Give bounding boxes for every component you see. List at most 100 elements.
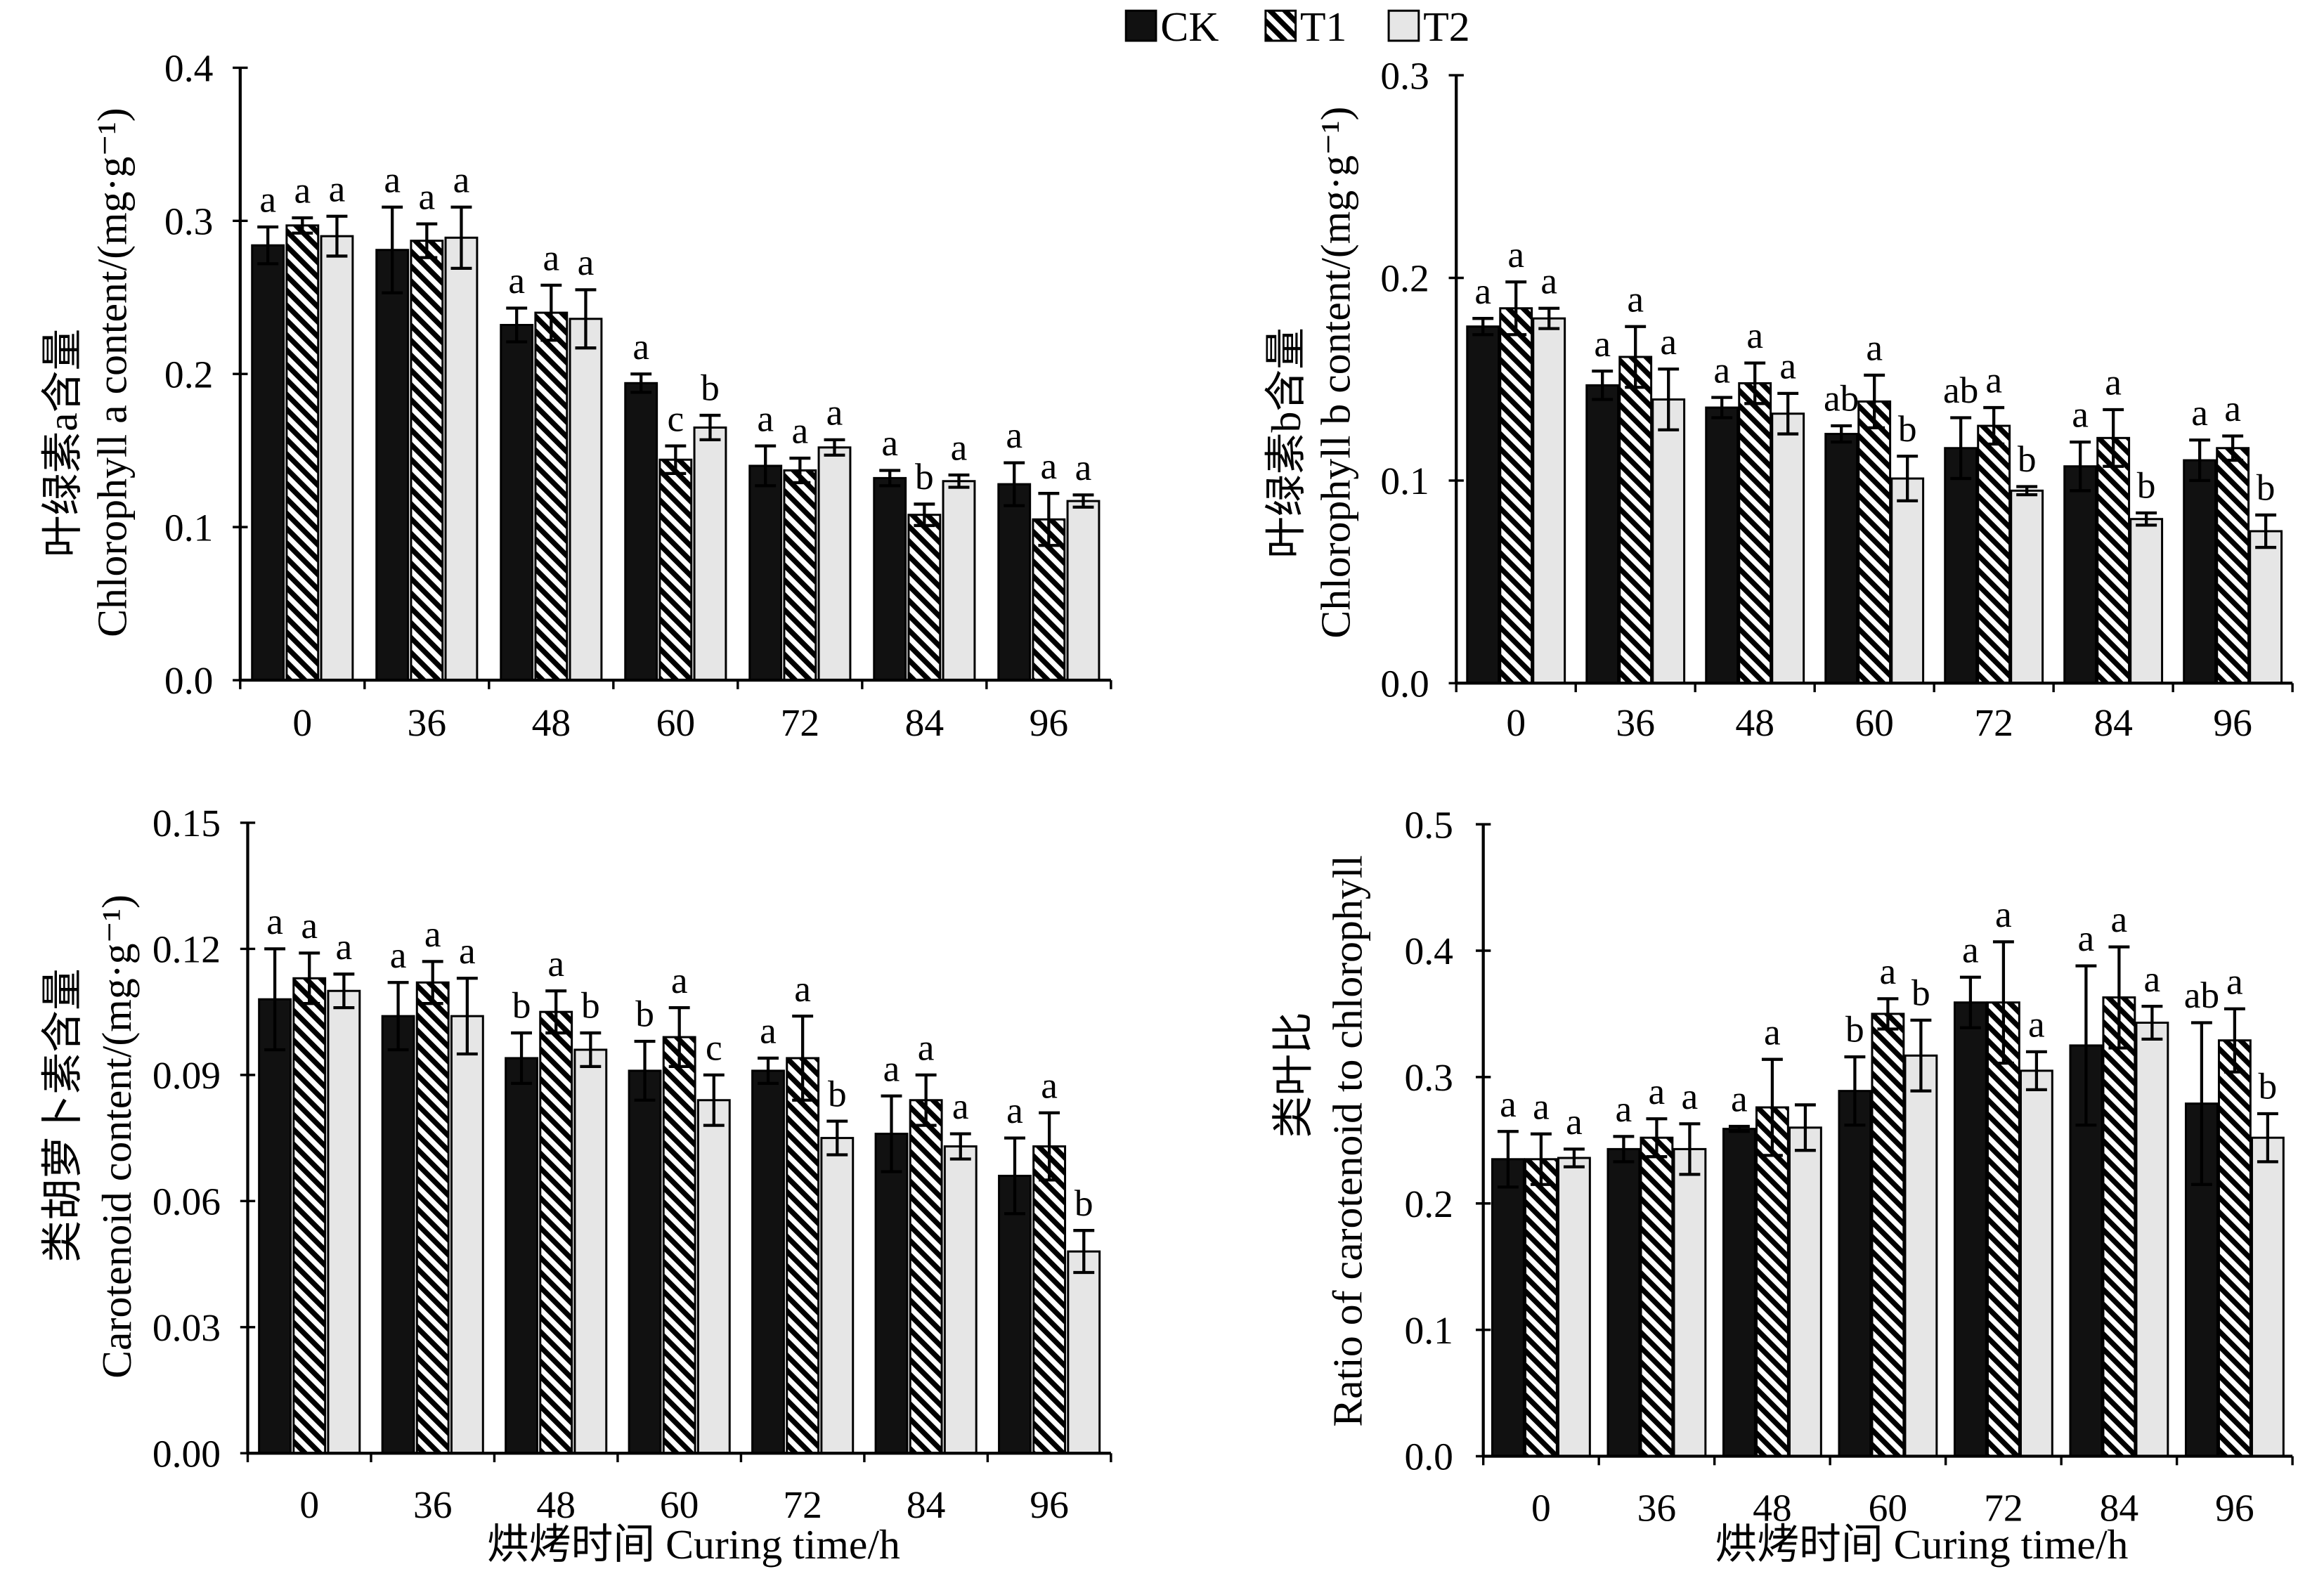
significance-letter-ck: a: [259, 178, 276, 221]
x-tick-label: 84: [2100, 1487, 2139, 1530]
error-bar-t2: [1910, 1018, 1932, 1093]
error-bar-t2: [1679, 1122, 1701, 1176]
bar-t1: [783, 469, 817, 682]
y-tick-label: 0.12: [152, 929, 221, 972]
bar-ck: [873, 476, 907, 682]
y-tick-label: 0.3: [1380, 55, 1429, 98]
significance-letter-ck: a: [266, 900, 283, 942]
significance-letter-t1: a: [1627, 278, 1644, 320]
significance-letter-ck: ab: [1824, 377, 1859, 419]
significance-letter-ck: a: [1713, 349, 1730, 391]
x-tick-label: 96: [2215, 1487, 2254, 1530]
bar-t1: [1755, 1106, 1789, 1457]
bar-t2: [444, 236, 479, 682]
significance-letter-t1: a: [2224, 387, 2241, 429]
bar-ck: [1585, 384, 1620, 684]
bar-t2: [1673, 1147, 1707, 1457]
error-bar-t1: [1744, 361, 1766, 405]
bar-t1: [1986, 1001, 2020, 1457]
y-tick-label: 0.4: [164, 48, 213, 91]
x-tick-label: 84: [2093, 702, 2133, 745]
x-tick-label: 96: [1030, 702, 1069, 745]
bar-ck: [1466, 325, 1500, 684]
error-bar-ck: [758, 1056, 779, 1085]
error-bar-t2: [2136, 511, 2157, 527]
significance-letter-t1: a: [1764, 1010, 1781, 1053]
significance-letter-t2: b: [1075, 1182, 1093, 1224]
error-bar-t2: [824, 438, 845, 457]
y-tick-label: 0.4: [1405, 930, 1453, 973]
significance-letter-t2: b: [2257, 467, 2276, 509]
legend-label-t1: T1: [1300, 4, 1346, 50]
x-tick-label: 36: [413, 1484, 453, 1527]
y-axis-title-zh: 类叶比: [1271, 1012, 1317, 1138]
significance-letter-t2: b: [581, 984, 600, 1027]
significance-letter-t2: a: [578, 241, 595, 283]
error-bar-t2: [1073, 1229, 1095, 1275]
significance-letter-t2: b: [2137, 464, 2156, 507]
significance-letter-t1: a: [794, 968, 811, 1010]
significance-letter-ck: a: [1474, 270, 1491, 312]
y-axis-title-zh: 类胡萝卜素含量: [39, 968, 86, 1263]
x-tick-label: 48: [1753, 1487, 1792, 1530]
error-bar-t2: [2257, 1112, 2278, 1164]
bar-t1: [539, 1010, 573, 1454]
bar-t1: [415, 981, 450, 1454]
error-bar-t1: [292, 216, 313, 235]
error-bar-ck: [506, 306, 528, 344]
error-bar-ck: [1844, 1055, 1866, 1127]
y-tick-label: 0.0: [1405, 1436, 1453, 1479]
error-bar-t2: [703, 1073, 725, 1127]
error-bar-ck: [1950, 416, 1972, 481]
x-tick-label: 48: [1735, 702, 1774, 745]
x-tick-label: 72: [1984, 1487, 2023, 1530]
bar-t2: [1651, 398, 1686, 684]
x-tick-label: 96: [2213, 702, 2252, 745]
error-bar-t1: [540, 283, 562, 342]
y-axis-title: Chlorophyll b content/(mg·g⁻¹): [1313, 107, 1359, 639]
bar-t1: [658, 458, 693, 682]
error-bar-t1: [416, 222, 438, 259]
bar-t2: [820, 1137, 855, 1454]
error-bar-t2: [1563, 1147, 1585, 1168]
bar-t2: [693, 426, 727, 682]
bar-t2: [2010, 489, 2044, 684]
significance-letter-ck: a: [384, 158, 401, 200]
legend-swatch-ck: [1124, 9, 1157, 42]
error-bar-t2: [1777, 391, 1799, 436]
significance-letter-t2: a: [459, 930, 476, 972]
error-bar-ck: [634, 1039, 656, 1102]
significance-letter-t1: a: [301, 904, 318, 946]
bar-ck: [2183, 459, 2217, 684]
error-bar-t1: [1864, 373, 1885, 430]
significance-letter-ck: b: [512, 984, 531, 1027]
significance-letter-t1: a: [424, 913, 441, 955]
significance-letter-t1: c: [667, 397, 684, 439]
significance-letter-ck: a: [2191, 391, 2208, 434]
error-bar-ck: [1711, 396, 1733, 419]
bar-t2: [1557, 1157, 1591, 1457]
error-bar-ck: [1497, 1130, 1519, 1189]
x-tick-label: 60: [1855, 702, 1894, 745]
error-bar-ck: [1613, 1135, 1635, 1164]
bar-t1: [907, 514, 942, 682]
significance-letter-t2: b: [1898, 408, 1917, 450]
y-tick-label: 0.1: [164, 507, 213, 549]
x-tick-label: 36: [1616, 702, 1655, 745]
significance-letter-ck: ab: [2184, 974, 2219, 1016]
error-bar-t2: [456, 977, 478, 1056]
bar-ck: [251, 244, 285, 682]
error-bar-t2: [1794, 1103, 1816, 1152]
significance-letter-t2: a: [951, 427, 968, 469]
bar-ck: [998, 1174, 1032, 1454]
x-tick-label: 60: [660, 1484, 699, 1527]
error-bar-ck: [1728, 1124, 1750, 1133]
legend: CK T1 T2: [1124, 4, 1470, 50]
y-tick-label: 0.2: [1405, 1183, 1453, 1226]
y-axis-title-zh: 叶绿素a含量: [39, 329, 86, 558]
y-tick-label: 0.1: [1405, 1310, 1453, 1353]
x-tick-label: 72: [781, 702, 820, 745]
